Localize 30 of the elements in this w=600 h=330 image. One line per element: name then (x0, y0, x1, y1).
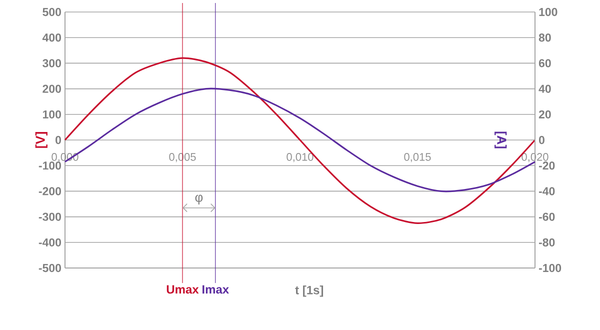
ref-line-label: Umax (166, 285, 199, 294)
y-tick-label: 100 (43, 110, 61, 118)
y-tick-label: 200 (42, 84, 61, 93)
x-tick-label: 0,010 (286, 153, 314, 162)
x-tick-label: 0,015 (404, 153, 431, 162)
y2-tick-label: 40 (538, 84, 551, 93)
y2-axis-title: [A] (494, 132, 507, 148)
y-tick-label: 500 (42, 8, 61, 16)
ref-line-label: Imax (202, 285, 229, 294)
y2-tick-label: -60 (538, 212, 555, 221)
y2-tick-label: 60 (538, 59, 551, 68)
y2-tick-label: 80 (538, 34, 551, 42)
y2-tick-label: 0 (538, 136, 544, 144)
y2-tick-label: 100 (539, 8, 558, 16)
y2-tick-label: -20 (538, 162, 555, 170)
y2-tick-label: -80 (538, 238, 555, 246)
y2-tick-label: -40 (538, 187, 555, 196)
y-axis-title: [V] (35, 132, 48, 148)
y-tick-label: -400 (38, 238, 61, 246)
y2-tick-label: -100 (538, 264, 562, 272)
x-axis-title: t [1s] (295, 286, 324, 297)
y-tick-label: -100 (38, 162, 61, 170)
y-tick-label: -200 (38, 187, 61, 196)
y-tick-label: 400 (42, 34, 61, 42)
y-tick-label: -500 (38, 264, 61, 272)
y-tick-label: 0 (56, 136, 61, 144)
y2-tick-label: 20 (538, 110, 551, 118)
annotation: φ (195, 194, 203, 204)
y-tick-label: 300 (42, 59, 61, 68)
y-tick-label: -300 (38, 212, 61, 221)
